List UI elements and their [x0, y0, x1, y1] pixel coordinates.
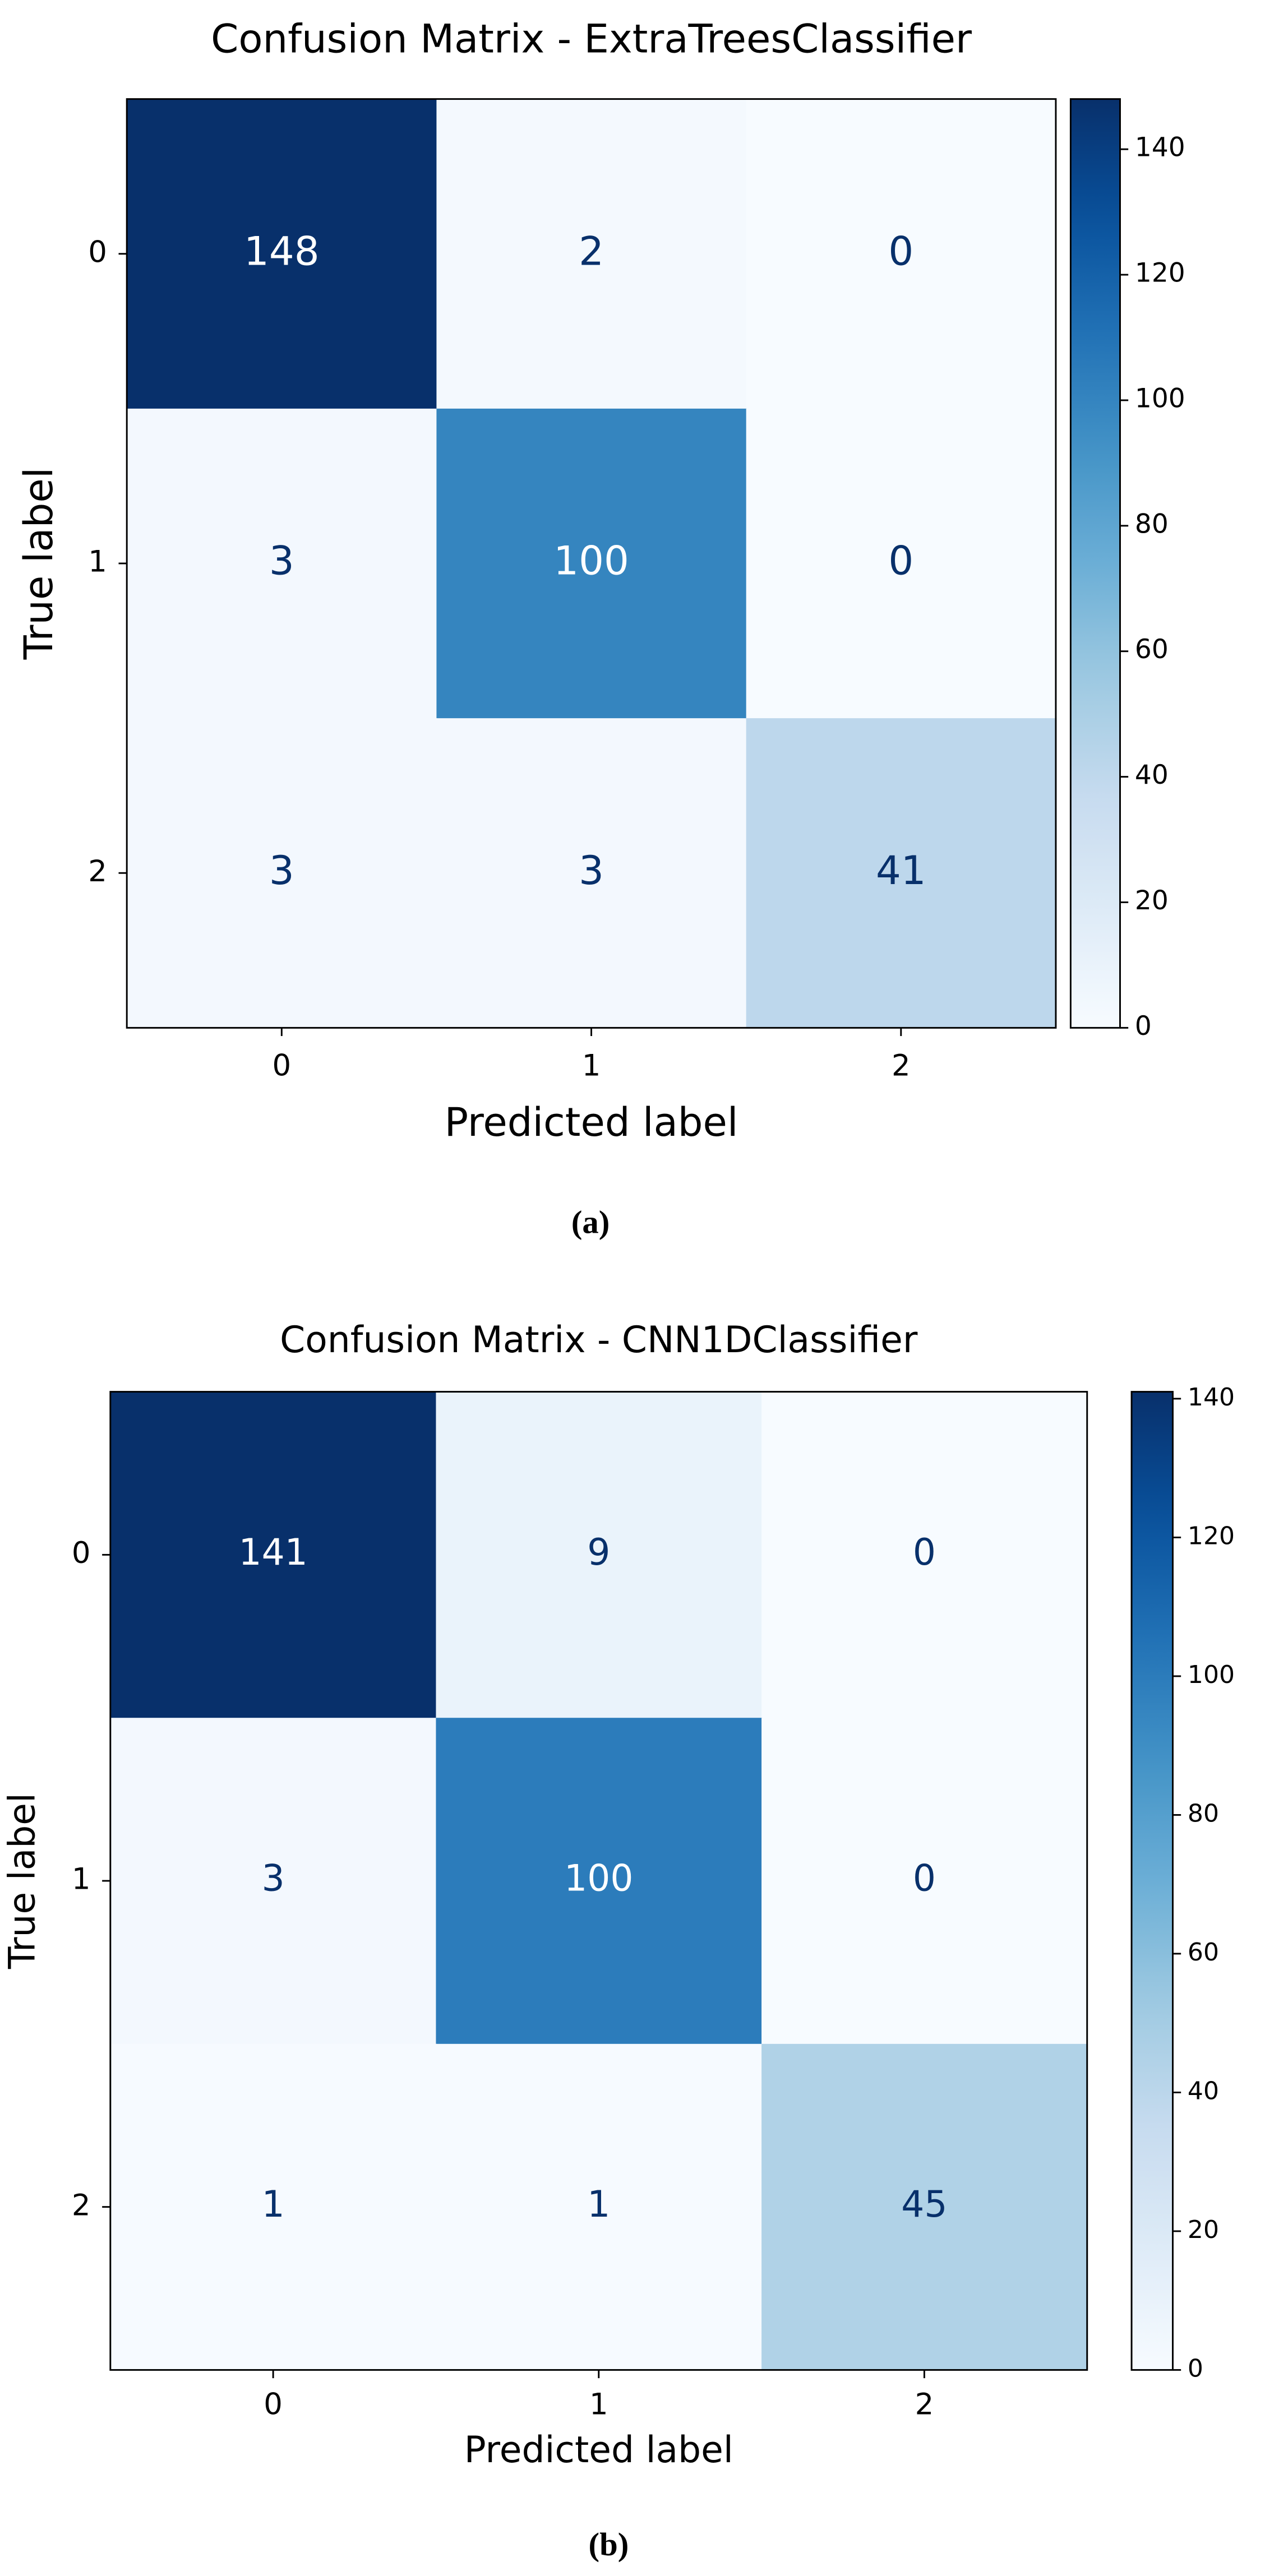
cell-label: 41 [876, 848, 926, 894]
cell-label: 3 [269, 538, 294, 584]
cell [110, 1391, 437, 1719]
cell-label: 100 [564, 1858, 633, 1900]
colorbar [1130, 1391, 1174, 2371]
cell-label: 141 [238, 1532, 307, 1574]
cell-label: 3 [579, 848, 604, 894]
cell [436, 99, 747, 410]
y-axis-label: True label [16, 468, 62, 660]
cell-label: 3 [269, 848, 294, 894]
colorbar-tick-label: 60 [1188, 1938, 1219, 1967]
cell-label: 3 [262, 1858, 285, 1900]
chart-title: Confusion Matrix - ExtraTreesClassifier [211, 16, 972, 62]
colorbar-tick-label: 140 [1135, 132, 1185, 163]
cell-label: 0 [913, 1858, 936, 1900]
colorbar-tick-label: 120 [1188, 1521, 1235, 1550]
colorbar-tick-label: 20 [1188, 2216, 1219, 2244]
cell [436, 2043, 763, 2371]
colorbar-tick-label: 0 [1135, 1011, 1152, 1042]
cell [746, 408, 1057, 719]
y-axis-label: True label [2, 1793, 44, 1969]
cell-label: 1 [587, 2184, 610, 2226]
caption: (a) [571, 1204, 610, 1240]
colorbar-tick-label: 40 [1188, 2076, 1219, 2105]
y-tick-label: 1 [72, 1862, 91, 1897]
x-axis-label: Predicted label [464, 2429, 733, 2471]
x-tick-label: 1 [589, 2388, 608, 2422]
colorbar-tick-label: 0 [1188, 2354, 1203, 2383]
cell [127, 99, 437, 410]
cell [110, 2043, 437, 2371]
y-tick-label: 0 [88, 235, 107, 269]
chart-title: Confusion Matrix - CNN1DClassifier [280, 1319, 918, 1361]
y-tick-label: 0 [72, 1536, 91, 1570]
cell-label: 148 [244, 228, 320, 274]
cell [127, 408, 437, 719]
cell [746, 99, 1057, 410]
x-axis-label: Predicted label [445, 1099, 738, 1145]
cell-label: 45 [901, 2184, 947, 2226]
cell-label: 9 [587, 1532, 610, 1574]
colorbar-tick-label: 100 [1188, 1661, 1235, 1689]
y-tick-label: 2 [88, 854, 107, 889]
y-tick-label: 2 [72, 2188, 91, 2222]
cell [761, 1718, 1088, 2045]
cell [761, 2043, 1088, 2371]
colorbar-tick-label: 120 [1135, 258, 1185, 289]
x-tick-label: 0 [264, 2388, 283, 2422]
cell-label: 0 [913, 1532, 936, 1574]
x-tick-label: 2 [915, 2388, 934, 2422]
cell [436, 718, 747, 1029]
cell-label: 2 [579, 228, 604, 274]
cell-label: 100 [553, 538, 629, 584]
cell [436, 1718, 763, 2045]
cell-label: 0 [888, 228, 913, 274]
cell [761, 1391, 1088, 1719]
cell [110, 1718, 437, 2045]
colorbar-tick-label: 40 [1135, 760, 1169, 790]
caption: (b) [589, 2526, 629, 2563]
cell-label: 0 [888, 538, 913, 584]
cell [127, 718, 437, 1029]
x-tick-label: 1 [582, 1049, 601, 1083]
colorbar-tick-label: 80 [1135, 508, 1169, 539]
x-tick-label: 0 [272, 1049, 291, 1083]
colorbar-tick-label: 20 [1135, 885, 1169, 916]
colorbar [1069, 98, 1121, 1029]
x-tick-label: 2 [892, 1049, 911, 1083]
colorbar-tick-label: 60 [1135, 634, 1169, 665]
cell [746, 718, 1057, 1029]
colorbar-tick-label: 140 [1188, 1383, 1235, 1412]
cell-label: 1 [262, 2184, 285, 2226]
y-tick-label: 1 [88, 545, 107, 579]
cell [436, 408, 747, 719]
colorbar-tick-label: 80 [1188, 1799, 1219, 1828]
cell [436, 1391, 763, 1719]
colorbar-tick-label: 100 [1135, 383, 1185, 414]
